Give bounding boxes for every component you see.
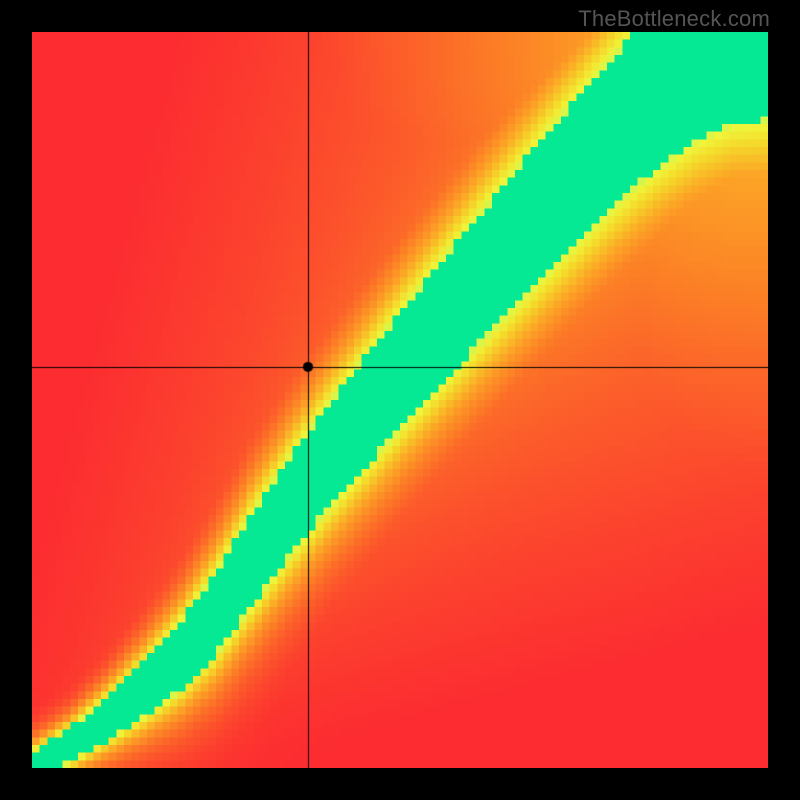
watermark-text: TheBottleneck.com	[578, 6, 770, 32]
crosshair-overlay	[32, 32, 768, 768]
chart-container: TheBottleneck.com	[0, 0, 800, 800]
